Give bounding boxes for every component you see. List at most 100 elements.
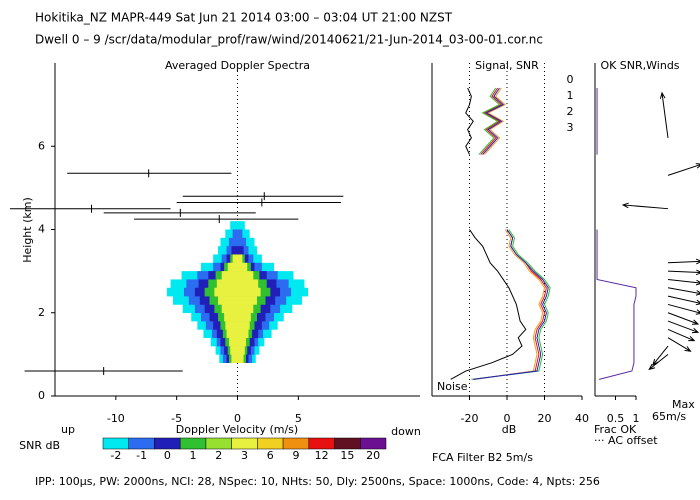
wind-arrow [667,295,700,306]
spectra-band [228,337,247,347]
x-tick-label: 20 [538,412,552,425]
legend-entry: 0 [567,73,574,86]
x-axis-label: Doppler Velocity (m/s) [176,423,298,436]
colorbar-label: 15 [340,449,354,462]
wind-arrow [667,258,700,265]
profile-line [471,229,551,380]
noise-label: Noise [437,380,468,393]
colorbar-cell [231,437,258,450]
colorbar-label: 12 [315,449,329,462]
wind-arrow [621,202,669,210]
legend-entry: 2 [567,105,574,118]
spectra-band [224,312,251,322]
spectra-band [228,237,247,247]
spectra-band [221,304,254,314]
wind-arrow [667,278,700,286]
wind-arrow [667,312,700,325]
header-line: Hokitika_NZ MAPR-449 Sat Jun 21 2014 03:… [35,11,453,25]
note: ··· AC offset [594,434,658,447]
colorbar-label: 2 [215,449,222,462]
spectra-band [232,229,243,239]
colorbar-cell [360,437,387,450]
colorbar-label: -2 [110,449,121,462]
x-tick-label: 40 [575,412,589,425]
colorbar-cell [257,437,284,450]
y-axis-label: Height (km) [21,197,34,263]
panel-title: Averaged Doppler Spectra [165,59,310,72]
x-tick-label: 1 [633,412,640,425]
x-tick-label: -10 [107,412,125,425]
x-tick-label: 0 [504,412,511,425]
spectra-band [231,354,244,363]
note: down [391,425,421,438]
wind-arrow [667,269,700,276]
spectra-band [230,346,245,355]
legend-entry: 1 [567,89,574,102]
wind-arrow [667,337,692,352]
colorbar-label: 0 [164,449,171,462]
wind-arrow [648,353,669,371]
colorbar-label: 6 [267,449,274,462]
noise-line [465,87,474,155]
colorbar-cell [128,437,155,450]
x-tick-label: 0 [234,412,241,425]
panel-title: OK SNR,Winds [600,59,679,72]
profile-line [473,229,549,380]
colorbar-label: 1 [190,449,197,462]
y-tick-label: 2 [38,306,45,319]
colorbar-label: 20 [366,449,380,462]
x-axis-label: Frac OK [594,423,637,436]
spectra-band [214,287,261,297]
spectra-band [221,271,254,280]
note: Max [672,398,695,411]
wind-arrow [667,328,696,342]
note: FCA Filter B2 5m/s [432,451,533,464]
legend-entry: 3 [567,121,574,134]
colorbar-label: 3 [241,449,248,462]
spectra-band [230,221,245,230]
colorbar-title: SNR dB [19,439,60,452]
wind-arrow [667,163,700,176]
colorbar-cell [334,437,361,450]
profile-line [482,87,505,155]
noise-line [450,229,527,380]
spectra-band [225,321,250,330]
y-tick-label: 6 [38,139,45,152]
profile-line [475,229,546,380]
colorbar-cell [308,437,335,450]
colorbar-label: -1 [136,449,147,462]
wind-arrow [667,320,700,334]
profile-line [484,87,507,155]
colorbar-cell [282,437,310,450]
profile-line [480,87,503,155]
y-tick-label: 0 [38,389,45,402]
panel-title: Signal, SNR [475,59,539,72]
x-tick-label: 0.5 [607,412,625,425]
colorbar-cell [205,437,232,450]
colorbar-cell [154,437,181,450]
y-tick-label: 4 [38,223,45,236]
wind-arrow [667,287,700,296]
spectra-band [227,262,248,272]
footer: IPP: 100μs, PW: 2000ns, NCI: 28, NSpec: … [35,475,600,488]
colorbar-cell [102,437,129,450]
wind-arrow [652,345,669,366]
spectra-band [232,254,243,264]
spectra-band [216,279,259,289]
note: up [61,423,75,436]
profile-line [478,87,501,155]
x-tick-label: -5 [171,412,182,425]
colorbar-cell [179,437,207,450]
x-axis-label: dB [502,423,517,436]
profile-line [596,229,637,380]
note: 65m/s [652,410,686,423]
wind-arrow [667,303,700,315]
colorbar-label: 9 [292,449,299,462]
x-tick-label: 5 [295,412,302,425]
spectra-band [231,246,244,255]
header-line: Dwell 0 – 9 /scr/data/modular_prof/raw/w… [35,33,543,47]
x-tick-label: -20 [461,412,479,425]
spectra-band [218,296,257,305]
